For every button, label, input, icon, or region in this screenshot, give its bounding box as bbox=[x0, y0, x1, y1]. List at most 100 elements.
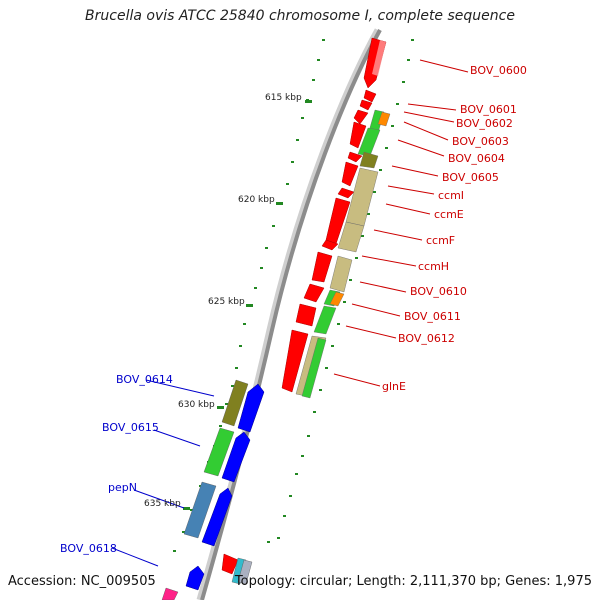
scale-label: 630 kbp bbox=[178, 400, 215, 410]
ring-tick bbox=[173, 550, 176, 552]
cds-block bbox=[301, 337, 327, 399]
forward-gene-arrow bbox=[321, 239, 339, 251]
forward-gene-arrow bbox=[359, 99, 373, 111]
leader-line bbox=[359, 281, 407, 293]
leader-line bbox=[385, 203, 431, 215]
leader-line bbox=[333, 373, 381, 387]
cds-block bbox=[237, 559, 253, 585]
gene-label-ccmh: ccmH bbox=[418, 260, 449, 273]
cds-block bbox=[221, 379, 249, 427]
gene-label-bov-0611: BOV_0611 bbox=[404, 310, 461, 323]
ring-tick bbox=[219, 425, 222, 427]
forward-gene-arrow bbox=[311, 251, 333, 283]
gene-highlight bbox=[372, 40, 386, 76]
gene-label-bov-0601: BOV_0601 bbox=[460, 103, 517, 116]
scale-label: 615 kbp bbox=[265, 93, 302, 103]
gene-label-glne: glnE bbox=[382, 380, 406, 393]
scale-label: 635 kbp bbox=[144, 499, 181, 509]
leader-line bbox=[407, 103, 457, 111]
forward-gene-arrow bbox=[337, 187, 355, 199]
ring-tick bbox=[322, 39, 325, 41]
scale-tick-mark bbox=[246, 304, 253, 307]
leader-line bbox=[403, 121, 449, 141]
label-leader-lines bbox=[111, 59, 469, 567]
ring-tick bbox=[296, 139, 299, 141]
leader-line bbox=[391, 165, 439, 177]
ring-tick bbox=[331, 345, 334, 347]
scale-tick-mark bbox=[217, 406, 224, 409]
gene-label-ccmi: ccmI bbox=[438, 189, 464, 202]
leader-line bbox=[351, 303, 401, 317]
cds-block bbox=[183, 481, 217, 539]
gene-label-bov-0615: BOV_0615 bbox=[102, 421, 159, 434]
ring-tick bbox=[317, 59, 320, 61]
scale-tick-mark bbox=[305, 100, 312, 103]
ring-tick bbox=[343, 301, 346, 303]
ring-tick bbox=[411, 39, 414, 41]
forward-gene-arrow bbox=[341, 161, 359, 187]
gene-label-bov-0600: BOV_0600 bbox=[470, 64, 527, 77]
topology-summary: Topology: circular; Length: 2,111,370 bp… bbox=[234, 574, 592, 589]
reverse-gene-arrow bbox=[221, 431, 251, 483]
gene-label-bov-0614: BOV_0614 bbox=[116, 373, 173, 386]
scale-label: 625 kbp bbox=[208, 297, 245, 307]
ring-tick bbox=[337, 323, 340, 325]
ring-tick bbox=[313, 411, 316, 413]
ring-tick bbox=[286, 183, 289, 185]
ring-tick bbox=[254, 287, 257, 289]
accession-label: Accession: NC_009505 bbox=[8, 574, 156, 589]
cds-block bbox=[329, 255, 353, 293]
backbone bbox=[200, 29, 382, 600]
ring-tick bbox=[385, 147, 388, 149]
ring-tick bbox=[373, 191, 376, 193]
forward-gene-arrow bbox=[347, 151, 363, 163]
cds-block bbox=[329, 291, 345, 307]
ring-tick bbox=[312, 79, 315, 81]
ring-tick bbox=[319, 389, 322, 391]
ring-tick bbox=[277, 537, 280, 539]
ring-tick bbox=[355, 257, 358, 259]
ring-tick bbox=[379, 169, 382, 171]
leader-line bbox=[111, 547, 159, 567]
gene-label-bov-0610: BOV_0610 bbox=[410, 285, 467, 298]
ring-tick bbox=[265, 247, 268, 249]
leader-line bbox=[361, 255, 417, 267]
scale-tick-mark bbox=[276, 202, 283, 205]
gene-label-ccme: ccmE bbox=[434, 208, 464, 221]
gene-label-bov-0603: BOV_0603 bbox=[452, 135, 509, 148]
leader-line bbox=[153, 429, 201, 447]
gene-label-bov-0612: BOV_0612 bbox=[398, 332, 455, 345]
ring-tick bbox=[260, 267, 263, 269]
cds-block bbox=[377, 111, 391, 127]
forward-gene-arrow bbox=[281, 329, 309, 393]
scale-label: 620 kbp bbox=[238, 195, 275, 205]
ring-tick bbox=[391, 125, 394, 127]
cds-block bbox=[313, 305, 337, 335]
scale-labels: 615 kbp 620 kbp 625 kbp 630 kbp 635 kbp bbox=[144, 93, 302, 509]
forward-gene-arrow bbox=[363, 89, 377, 103]
leader-line bbox=[145, 379, 215, 397]
gene-label-bov-0618: BOV_0618 bbox=[60, 542, 117, 555]
leader-line bbox=[387, 185, 435, 195]
gene-label-ccmf: ccmF bbox=[426, 234, 455, 247]
ring-tick bbox=[301, 455, 304, 457]
ring-tick bbox=[190, 509, 193, 511]
gene-features bbox=[161, 37, 391, 600]
ring-tick bbox=[243, 323, 246, 325]
cds-block bbox=[161, 587, 179, 600]
leader-line bbox=[419, 59, 469, 73]
leader-line bbox=[345, 325, 397, 339]
ring-tick bbox=[182, 531, 185, 533]
leader-line bbox=[133, 489, 185, 509]
forward-gene-arrow bbox=[349, 121, 367, 149]
forward-gene-arrow bbox=[221, 553, 239, 575]
ring-tick bbox=[301, 117, 304, 119]
leader-line bbox=[373, 229, 423, 241]
cds-block bbox=[337, 221, 365, 253]
ring-tick bbox=[367, 213, 370, 215]
ring-tick bbox=[291, 161, 294, 163]
ring-tick bbox=[361, 235, 364, 237]
gene-label-bov-0602: BOV_0602 bbox=[456, 117, 513, 130]
reverse-gene-arrow bbox=[237, 383, 265, 433]
